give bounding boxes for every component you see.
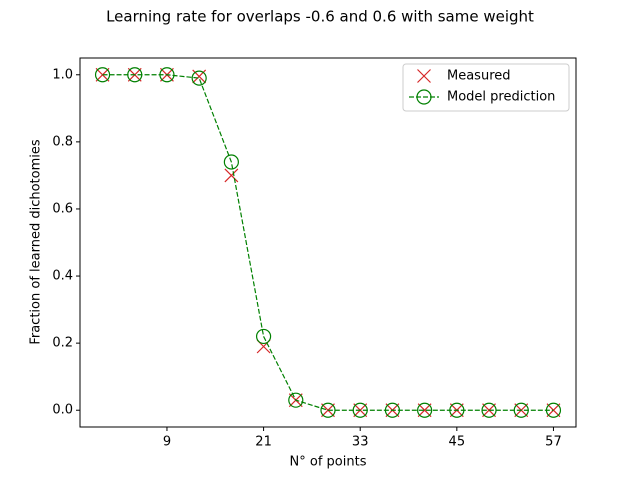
marker-x <box>546 403 561 418</box>
chart-title: Learning rate for overlaps -0.6 and 0.6 … <box>106 8 534 26</box>
marker-circle <box>159 67 175 83</box>
x-tick-label: 9 <box>163 435 171 450</box>
x-axis-label: N° of points <box>290 455 367 470</box>
marker-circle <box>352 402 368 418</box>
y-tick-label: 0.0 <box>52 403 73 418</box>
marker-x <box>224 168 239 183</box>
y-tick-label: 1.0 <box>52 67 73 82</box>
series-line <box>102 74 554 411</box>
marker-circle <box>127 67 143 83</box>
legend-label: Model prediction <box>447 90 555 105</box>
marker-circle <box>449 402 465 418</box>
marker-circle <box>417 402 433 418</box>
legend-label: Measured <box>447 69 511 84</box>
marker-circle <box>255 328 272 345</box>
x-tick-label: 57 <box>545 435 562 450</box>
y-tick-label: 0.8 <box>52 134 73 149</box>
marker-x <box>417 403 432 418</box>
marker-circle <box>545 402 562 418</box>
marker-circle <box>191 70 207 86</box>
marker-circle <box>288 392 304 408</box>
marker-circle <box>223 154 239 170</box>
legend: Measured Model prediction <box>402 63 570 112</box>
x-tick-label: 21 <box>255 435 272 450</box>
legend-box <box>402 63 570 112</box>
x-tick-label: 33 <box>352 435 369 450</box>
plot-frame <box>79 57 577 428</box>
x-tick-label: 45 <box>449 435 466 450</box>
marker-circle <box>94 67 111 83</box>
marker-circle <box>513 402 529 418</box>
y-tick-label: 0.6 <box>52 201 73 216</box>
legend-marker <box>417 69 431 83</box>
y-axis-label: Fraction of learned dichotomies <box>29 139 44 345</box>
marker-circle <box>481 402 497 418</box>
marker-circle <box>320 402 336 418</box>
y-tick-label: 0.4 <box>52 269 73 284</box>
legend-marker <box>416 89 432 105</box>
marker-circle <box>384 402 401 418</box>
marker-x <box>95 67 110 82</box>
y-tick-label: 0.2 <box>52 336 73 351</box>
